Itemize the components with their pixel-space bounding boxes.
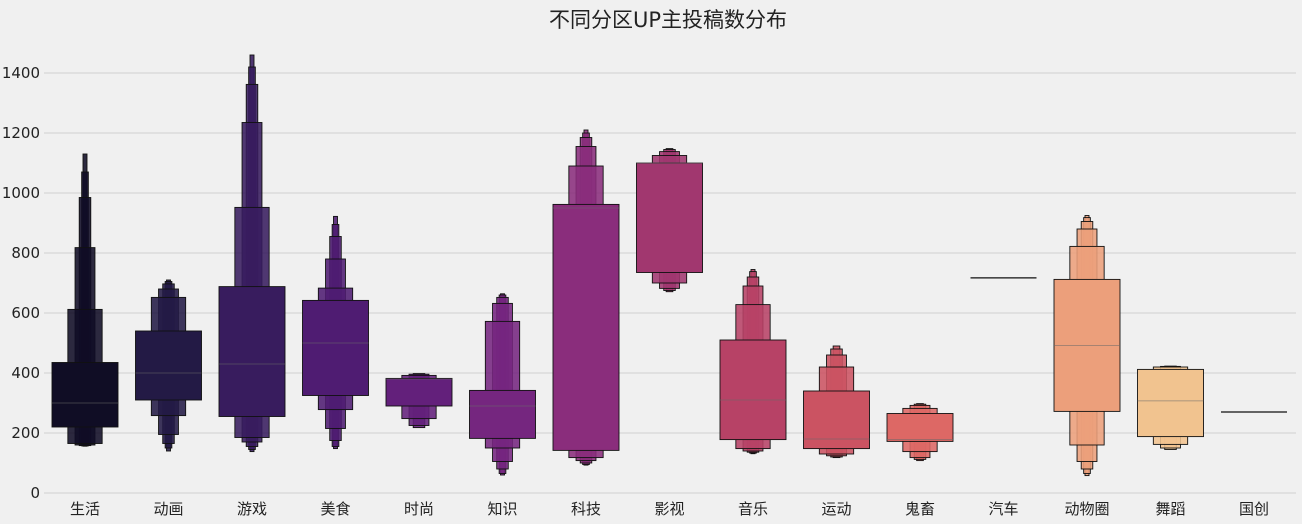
- boxen-box: [636, 162, 703, 273]
- x-tick-label: 科技: [571, 500, 601, 518]
- boxen-group: [636, 148, 703, 293]
- x-tick-label: 动物圈: [1064, 500, 1109, 518]
- boxen-group: [1053, 215, 1121, 477]
- boxen-box: [1137, 368, 1204, 438]
- boxen-group: [469, 293, 536, 476]
- boxen-group: [302, 215, 369, 450]
- x-tick-label: 舞蹈: [1155, 500, 1185, 518]
- x-tick-label: 动画: [153, 500, 183, 518]
- boxen-series: [51, 54, 1287, 477]
- boxen-group: [135, 279, 202, 452]
- boxen-box: [719, 339, 787, 441]
- x-tick-label: 音乐: [738, 500, 768, 518]
- y-tick-label: 600: [11, 304, 40, 322]
- boxen-box: [135, 330, 202, 401]
- boxen-box: [302, 299, 369, 396]
- x-tick-label: 运动: [821, 500, 851, 518]
- y-tick-label: 1200: [2, 124, 40, 142]
- x-tick-label: 游戏: [237, 500, 267, 518]
- boxen-group: [886, 403, 954, 462]
- x-tick-label: 汽车: [988, 500, 1018, 518]
- x-axis-ticks: 生活 动画 游戏 美食 时尚 知识 科技 影视 音乐 运动 鬼畜 汽车 动物圈 舞蹈 国创: [70, 500, 1269, 518]
- boxen-group: [385, 373, 453, 429]
- chart-title: 不同分区UP主投稿数分布: [549, 8, 787, 32]
- x-tick-label: 时尚: [404, 500, 434, 518]
- x-tick-label: 影视: [654, 500, 684, 518]
- boxen-group: [51, 153, 119, 447]
- y-tick-label: 800: [11, 244, 40, 262]
- boxen-group: [552, 129, 620, 466]
- y-axis-ticks: 0 200 400 600 800 1000 1200 1400: [2, 64, 40, 502]
- boxen-box: [469, 389, 536, 439]
- y-tick-label: 1400: [2, 64, 40, 82]
- y-tick-label: 1000: [2, 184, 40, 202]
- x-tick-label: 鬼畜: [905, 500, 935, 518]
- x-tick-label: 国创: [1239, 500, 1269, 518]
- boxen-box: [886, 413, 954, 442]
- boxen-box: [385, 377, 453, 407]
- y-tick-label: 200: [11, 424, 40, 442]
- boxen-group: [803, 345, 870, 459]
- boxen-box: [218, 286, 286, 417]
- boxen-group: [218, 54, 286, 453]
- boxen-group: [1137, 365, 1204, 450]
- boxen-group: [719, 269, 787, 455]
- x-tick-label: 美食: [320, 500, 350, 518]
- y-tick-label: 400: [11, 364, 40, 382]
- boxen-box: [803, 390, 870, 450]
- x-tick-label: 知识: [487, 500, 517, 518]
- boxen-box: [51, 362, 119, 428]
- y-tick-label: 0: [30, 484, 40, 502]
- boxen-box: [552, 203, 620, 451]
- x-tick-label: 生活: [70, 500, 100, 518]
